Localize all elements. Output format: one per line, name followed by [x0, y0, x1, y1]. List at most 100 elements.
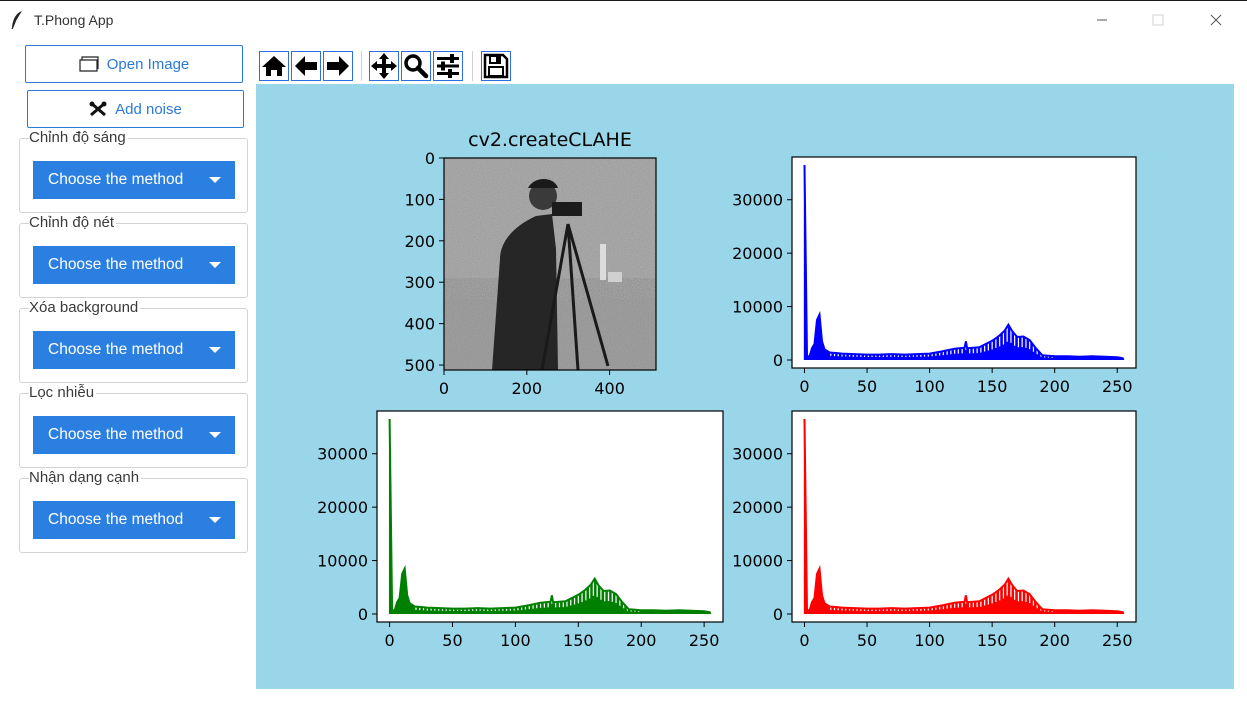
image-axis-ticks: 0 200 400 0 100 200 300 400 500 [404, 149, 624, 398]
caret-down-icon [209, 177, 221, 183]
window-title: T.Phong App [34, 12, 114, 28]
x-tick-label: 150 [563, 631, 594, 650]
x-tick-label: 0 [799, 631, 809, 650]
back-arrow-icon [295, 56, 317, 76]
image-frame [443, 157, 657, 371]
x-tick-label: 100 [500, 631, 531, 650]
axes-frame [376, 410, 724, 623]
x-tick-label: 250 [1102, 631, 1133, 650]
dropdown-value: Choose the method [48, 256, 184, 273]
group-edge-detection: Nhận dạng cạnh Choose the method [19, 470, 248, 553]
x-tick-label: 250 [689, 631, 720, 650]
feather-icon [11, 11, 22, 30]
cameraman-image [444, 158, 656, 371]
add-noise-button[interactable]: Add noise [27, 90, 244, 128]
minimize-icon [1097, 19, 1107, 21]
minimize-button[interactable] [1079, 3, 1125, 37]
toolbar-forward-button[interactable] [323, 51, 353, 81]
red-histogram-line [803, 418, 1124, 614]
dropdown-value: Choose the method [48, 511, 184, 528]
noise-filter-method-dropdown[interactable]: Choose the method [33, 416, 235, 454]
blue-histogram-bars [803, 165, 1125, 360]
group-label: Chỉnh độ nét [29, 214, 117, 231]
green-histogram-subplot: 0 50 100 150 200 250 0 10000 20000 30000 [317, 410, 724, 650]
close-icon [1210, 14, 1222, 26]
image-subplot: cv2.createCLAHE 0 200 40 [404, 129, 657, 398]
background-method-dropdown[interactable]: Choose the method [33, 331, 235, 369]
blue-histogram-line [803, 164, 1124, 360]
group-label: Lọc nhiễu [29, 384, 97, 401]
x-tick-label: 0 [799, 377, 809, 396]
y-tick-label: 10000 [732, 552, 783, 571]
toolbar-pan-button[interactable] [369, 51, 399, 81]
toolbar-back-button[interactable] [291, 51, 321, 81]
red-histogram-bars [803, 419, 1125, 614]
x-tick-label: 400 [594, 379, 625, 398]
group-brightness: Chỉnh độ sáng Choose the method [19, 130, 248, 213]
figure-svg: cv2.createCLAHE 0 200 40 [317, 129, 1137, 650]
y-tick-label: 20000 [732, 244, 783, 263]
open-image-button[interactable]: Open Image [25, 45, 243, 83]
brightness-method-dropdown[interactable]: Choose the method [33, 161, 235, 199]
save-icon [483, 53, 509, 79]
y-tick-label: 0 [358, 605, 368, 624]
y-tick-label: 30000 [732, 445, 783, 464]
maximize-icon [1152, 14, 1164, 26]
tools-icon [89, 101, 107, 117]
folder-icon [79, 56, 99, 72]
configure-subplots-icon [437, 54, 459, 78]
figure-canvas[interactable]: cv2.createCLAHE 0 200 40 [256, 84, 1234, 689]
x-tick-label: 200 [512, 379, 543, 398]
toolbar-save-button[interactable] [481, 51, 511, 81]
dropdown-value: Choose the method [48, 171, 184, 188]
plot-area [377, 411, 723, 622]
title-bar: T.Phong App [0, 1, 1247, 39]
axes-frame [791, 156, 1137, 369]
toolbar-zoom-button[interactable] [401, 51, 431, 81]
sharpness-method-dropdown[interactable]: Choose the method [33, 246, 235, 284]
y-tick-label: 10000 [732, 298, 783, 317]
y-tick-label: 30000 [732, 191, 783, 210]
toolbar-configure-button[interactable] [433, 51, 463, 81]
toolbar-separator [472, 51, 473, 81]
edge-detection-method-dropdown[interactable]: Choose the method [33, 501, 235, 539]
y-tick-label: 300 [404, 273, 435, 292]
open-image-label: Open Image [106, 55, 190, 73]
x-tick-label: 0 [439, 379, 449, 398]
y-tick-label: 10000 [317, 552, 368, 571]
close-button[interactable] [1193, 3, 1239, 37]
caret-down-icon [209, 432, 221, 438]
x-tick-label: 100 [914, 377, 945, 396]
y-tick-label: 20000 [317, 498, 368, 517]
axes-frame [791, 410, 1137, 623]
group-sharpness: Chỉnh độ nét Choose the method [19, 215, 248, 298]
y-tick-label: 0 [773, 605, 783, 624]
forward-arrow-icon [327, 56, 349, 76]
caret-down-icon [209, 347, 221, 353]
group-remove-background: Xóa background Choose the method [19, 300, 248, 383]
caret-down-icon [209, 517, 221, 523]
dropdown-value: Choose the method [48, 426, 184, 443]
y-tick-label: 20000 [732, 498, 783, 517]
maximize-button[interactable] [1135, 3, 1181, 37]
group-label: Nhận dạng cạnh [29, 469, 142, 486]
x-tick-label: 50 [857, 377, 877, 396]
home-icon [262, 56, 286, 76]
y-tick-label: 30000 [317, 445, 368, 464]
blue-histogram-subplot: 0 50 100 150 200 250 0 10000 20000 30000 [732, 156, 1137, 396]
x-tick-label: 150 [977, 631, 1008, 650]
x-tick-label: 200 [626, 631, 657, 650]
x-tick-label: 150 [977, 377, 1008, 396]
zoom-icon [404, 54, 429, 79]
toolbar-separator [361, 51, 362, 81]
image-title: cv2.createCLAHE [468, 129, 632, 151]
dropdown-value: Choose the method [48, 341, 184, 358]
x-tick-label: 100 [914, 631, 945, 650]
green-histogram-line [388, 418, 711, 614]
y-tick-label: 0 [425, 149, 435, 168]
toolbar-home-button[interactable] [259, 51, 289, 81]
plot-area [792, 411, 1136, 622]
group-noise-filter: Lọc nhiễu Choose the method [19, 385, 248, 468]
add-noise-label: Add noise [115, 100, 182, 118]
y-tick-label: 500 [404, 356, 435, 375]
